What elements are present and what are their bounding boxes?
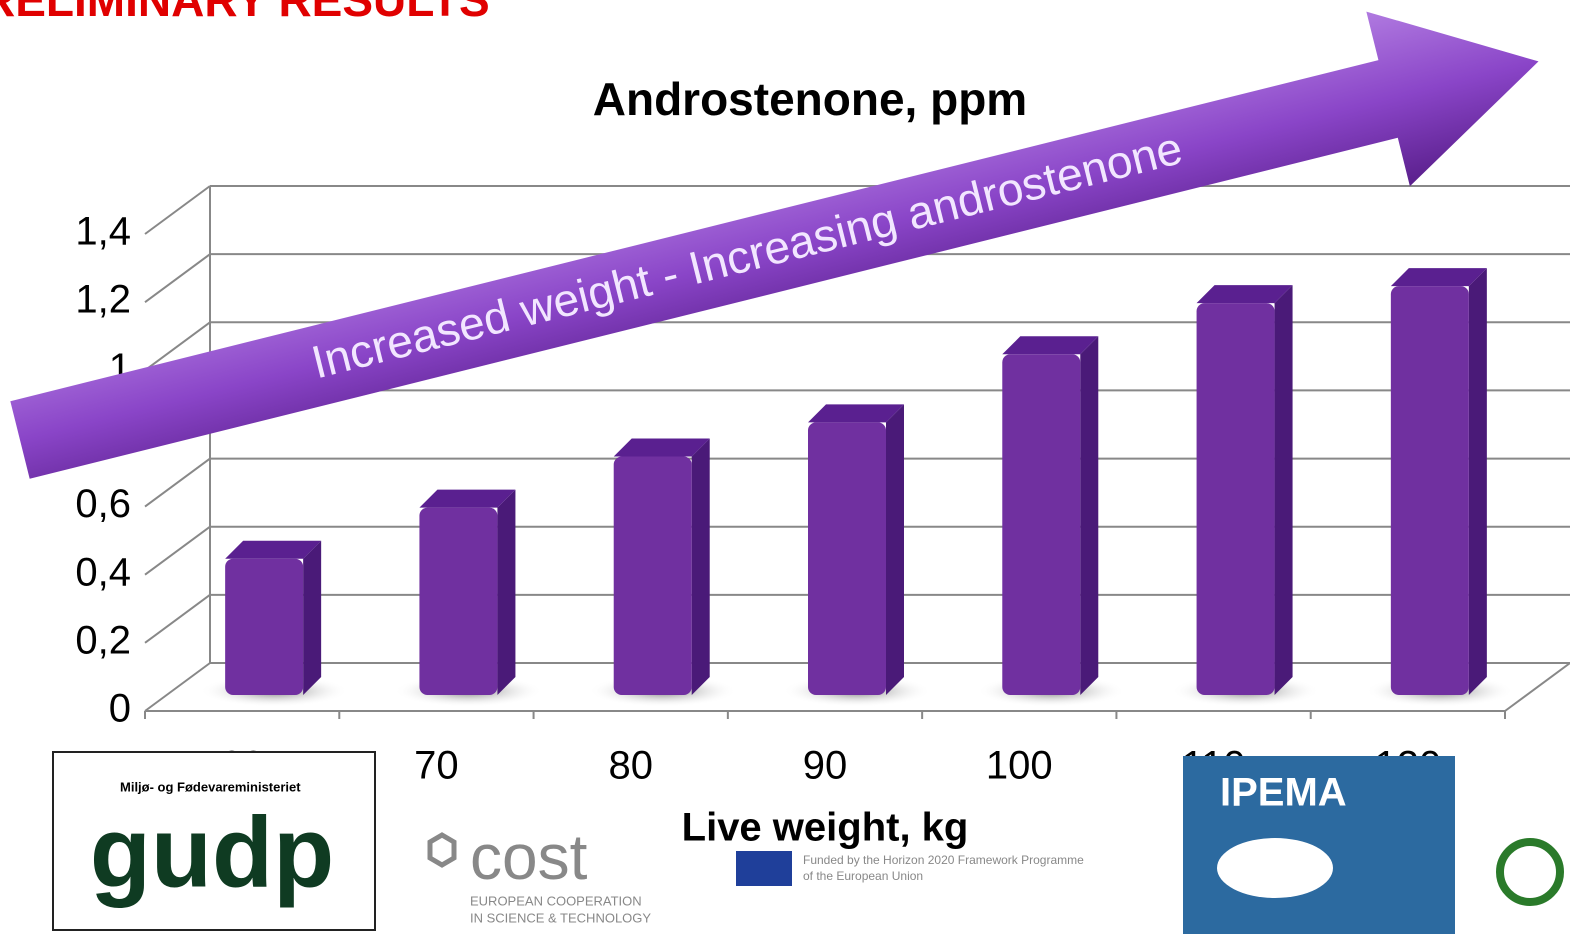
y-tick-label: 0,2 bbox=[75, 618, 131, 662]
eu-flag bbox=[736, 851, 792, 886]
logo-gudp: Miljø- og Fødevareministeriet gudp bbox=[52, 751, 376, 931]
bar bbox=[613, 456, 692, 695]
logo-text: of the European Union bbox=[803, 869, 923, 883]
floor-edge bbox=[1504, 662, 1570, 712]
logo-text: gudp bbox=[90, 796, 334, 908]
chart-title: Androstenone, ppm bbox=[593, 73, 1027, 125]
logo-eu: Funded by the Horizon 2020 Framework Pro… bbox=[736, 851, 1084, 886]
y-tick-label: 0,6 bbox=[75, 482, 131, 526]
bar-side bbox=[303, 540, 322, 695]
bar bbox=[1002, 354, 1081, 695]
x-tick-label: 70 bbox=[414, 744, 459, 788]
grid-line bbox=[144, 321, 211, 372]
grid-line bbox=[144, 594, 211, 644]
bar-top bbox=[613, 438, 710, 457]
logo-box bbox=[1183, 756, 1455, 934]
logo-text: Funded by the Horizon 2020 Framework Pro… bbox=[803, 853, 1084, 867]
logo-landbrug bbox=[1496, 838, 1564, 906]
bar-side bbox=[1468, 268, 1487, 695]
bar bbox=[1196, 303, 1275, 695]
logo-box bbox=[52, 751, 376, 931]
bar-side bbox=[497, 489, 516, 695]
y-tick-label: 1,4 bbox=[75, 210, 131, 254]
bar-top bbox=[808, 404, 904, 423]
logo-text: cost bbox=[470, 821, 588, 893]
bar-side bbox=[1080, 336, 1099, 695]
logo-text: Miljø- og Fødevareministeriet bbox=[120, 779, 301, 794]
logo-text: EUROPEAN COOPERATION bbox=[470, 893, 642, 908]
grid-line bbox=[144, 525, 211, 576]
bar bbox=[1390, 286, 1469, 695]
grid-line bbox=[144, 253, 211, 303]
y-tick-label: 1,2 bbox=[75, 278, 131, 322]
y-tick-label: 0 bbox=[109, 687, 131, 731]
logo-cost: cost EUROPEAN COOPERATION IN SCIENCE & T… bbox=[427, 821, 651, 925]
logo-ipema: IPEMA bbox=[1183, 756, 1455, 934]
arrow-shape bbox=[10, 11, 1539, 479]
logo-text: IPEMA bbox=[1220, 771, 1347, 815]
pig-icon bbox=[1217, 838, 1333, 898]
bar-side bbox=[691, 438, 710, 695]
logo-icon bbox=[1496, 838, 1564, 906]
bar bbox=[419, 507, 498, 695]
grid-line bbox=[144, 457, 211, 508]
grid-line bbox=[144, 185, 211, 235]
bar-side bbox=[1274, 285, 1293, 695]
logo-text: IN SCIENCE & TECHNOLOGY bbox=[470, 910, 651, 925]
bar-side bbox=[886, 404, 904, 695]
bar-top bbox=[1196, 285, 1293, 304]
grid-line bbox=[144, 662, 211, 712]
bar-top bbox=[1002, 336, 1099, 355]
x-tick-label: 80 bbox=[608, 744, 653, 788]
y-tick-label: 0,4 bbox=[75, 550, 131, 594]
bar bbox=[808, 422, 886, 695]
logo-icon bbox=[427, 832, 457, 868]
x-tick-label: 90 bbox=[803, 744, 848, 788]
bar-top bbox=[419, 489, 516, 508]
bar-top bbox=[225, 540, 322, 559]
x-tick-label: 100 bbox=[986, 744, 1053, 788]
bar bbox=[225, 558, 304, 695]
x-axis-title: Live weight, kg bbox=[682, 806, 969, 850]
header: RELIMINARY RESULTS bbox=[0, 0, 490, 26]
bar-top bbox=[1390, 268, 1487, 287]
